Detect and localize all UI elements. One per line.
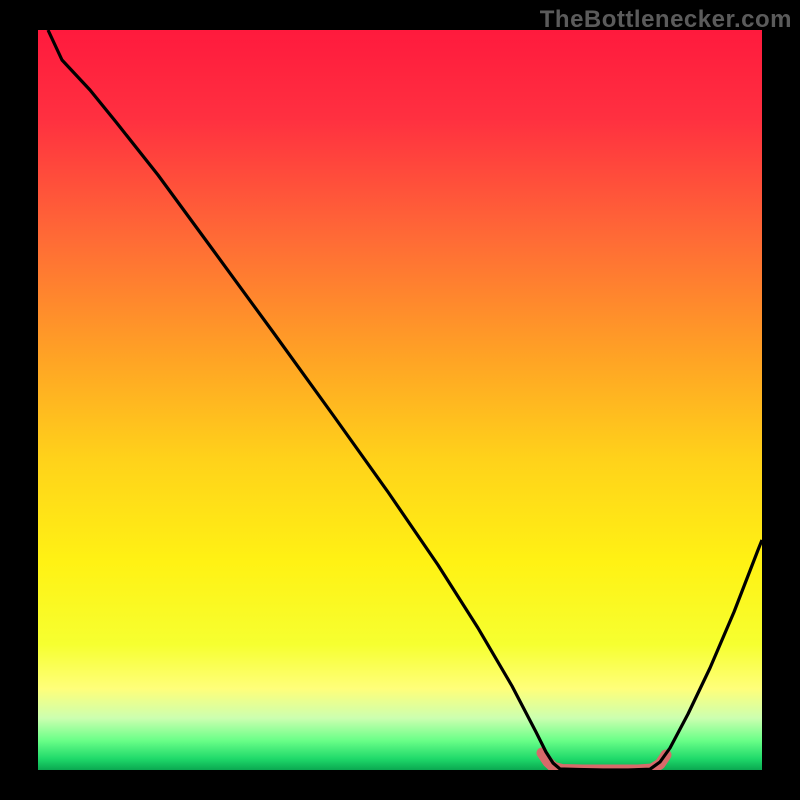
bottleneck-line	[48, 30, 762, 770]
bottleneck-curve	[38, 30, 762, 770]
chart-frame: TheBottlenecker.com	[0, 0, 800, 800]
watermark-text: TheBottlenecker.com	[540, 6, 792, 34]
